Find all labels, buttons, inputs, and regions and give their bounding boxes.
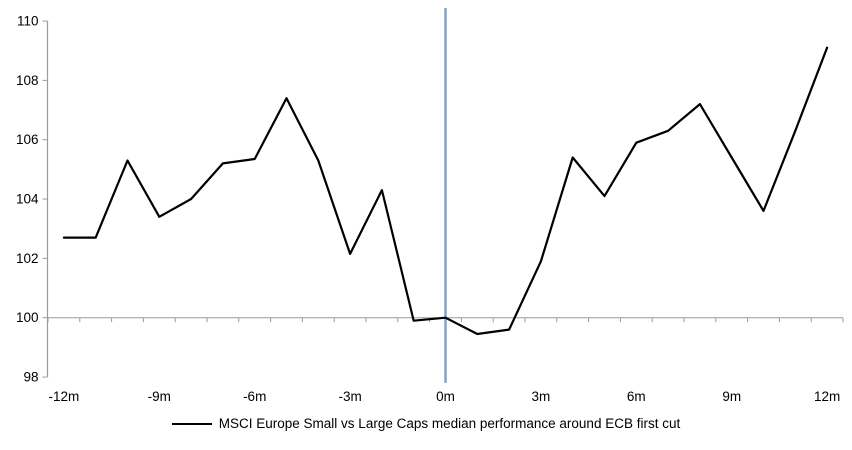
x-axis-tick-label: -12m [49, 389, 80, 404]
legend-label: MSCI Europe Small vs Large Caps median p… [218, 416, 681, 431]
legend: MSCI Europe Small vs Large Caps median p… [0, 416, 852, 431]
y-axis-tick-label: 98 [23, 370, 38, 385]
legend-line-sample [171, 422, 212, 425]
y-axis-tick-label: 106 [16, 132, 39, 147]
x-axis-tick-label: -3m [338, 389, 361, 404]
y-axis-tick-label: 110 [17, 14, 39, 29]
x-axis-tick-label: 6m [627, 389, 646, 404]
y-axis-tick-label: 102 [16, 251, 39, 266]
x-axis-tick-label: 3m [532, 389, 551, 404]
y-axis-tick-label: 100 [16, 310, 39, 325]
x-axis-tick-label: 12m [814, 389, 840, 404]
x-axis-tick-label: 9m [722, 389, 741, 404]
y-axis-tick-label: 108 [16, 73, 39, 88]
y-axis-tick-label: 104 [16, 192, 39, 207]
series-line-msci-small-vs-large [62, 46, 829, 336]
x-axis-tick-label: -6m [243, 389, 266, 404]
x-axis-tick-label: 0m [436, 389, 455, 404]
x-axis-tick-label: -9m [148, 389, 171, 404]
